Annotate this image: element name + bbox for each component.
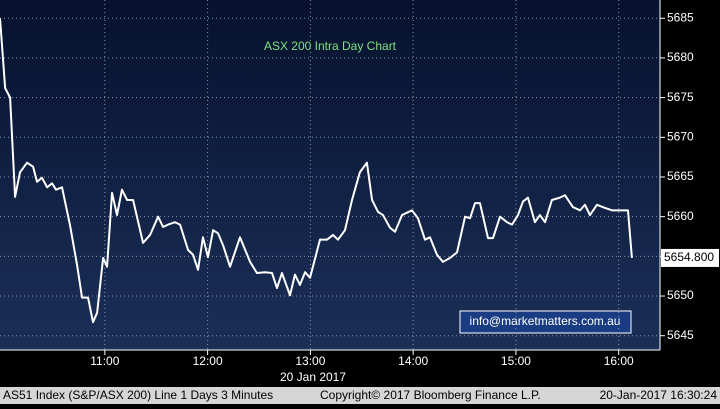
y-tick-label: 5670: [667, 129, 694, 143]
price-line: [0, 18, 633, 324]
footer-bar: [0, 387, 720, 404]
annotation-box: [459, 310, 632, 334]
x-tick-label: 16:00: [604, 354, 634, 368]
annotation: info@marketmatters.com.au: [470, 314, 621, 328]
x-axis-label: 20 Jan 2017: [280, 370, 346, 384]
x-tick-label: 13:00: [295, 354, 325, 368]
y-tick-label: 5680: [667, 50, 694, 64]
y-tick-label: 5685: [667, 10, 694, 24]
last-price-label: 5654.800: [664, 250, 714, 264]
chart-title: ASX 200 Intra Day Chart: [264, 39, 397, 53]
plot-area: [0, 0, 660, 350]
x-tick-label: 11:00: [90, 354, 119, 368]
footer-timestamp: 20-Jan-2017 16:30:24: [600, 388, 718, 402]
last-price-box: [661, 248, 719, 267]
x-tick-label: 12:00: [193, 354, 223, 368]
y-tick-label: 5645: [667, 328, 694, 342]
footer-copyright: Copyright© 2017 Bloomberg Finance L.P.: [320, 388, 541, 402]
x-tick-label: 15:00: [501, 354, 531, 368]
y-tick-label: 5665: [667, 169, 694, 183]
y-tick-label: 5650: [667, 288, 694, 302]
footer-security: AS51 Index (S&P/ASX 200) Line 1 Days 3 M…: [3, 388, 273, 402]
y-tick-label: 5660: [667, 209, 694, 223]
x-tick-label: 14:00: [398, 354, 428, 368]
y-tick-label: 5675: [667, 90, 694, 104]
